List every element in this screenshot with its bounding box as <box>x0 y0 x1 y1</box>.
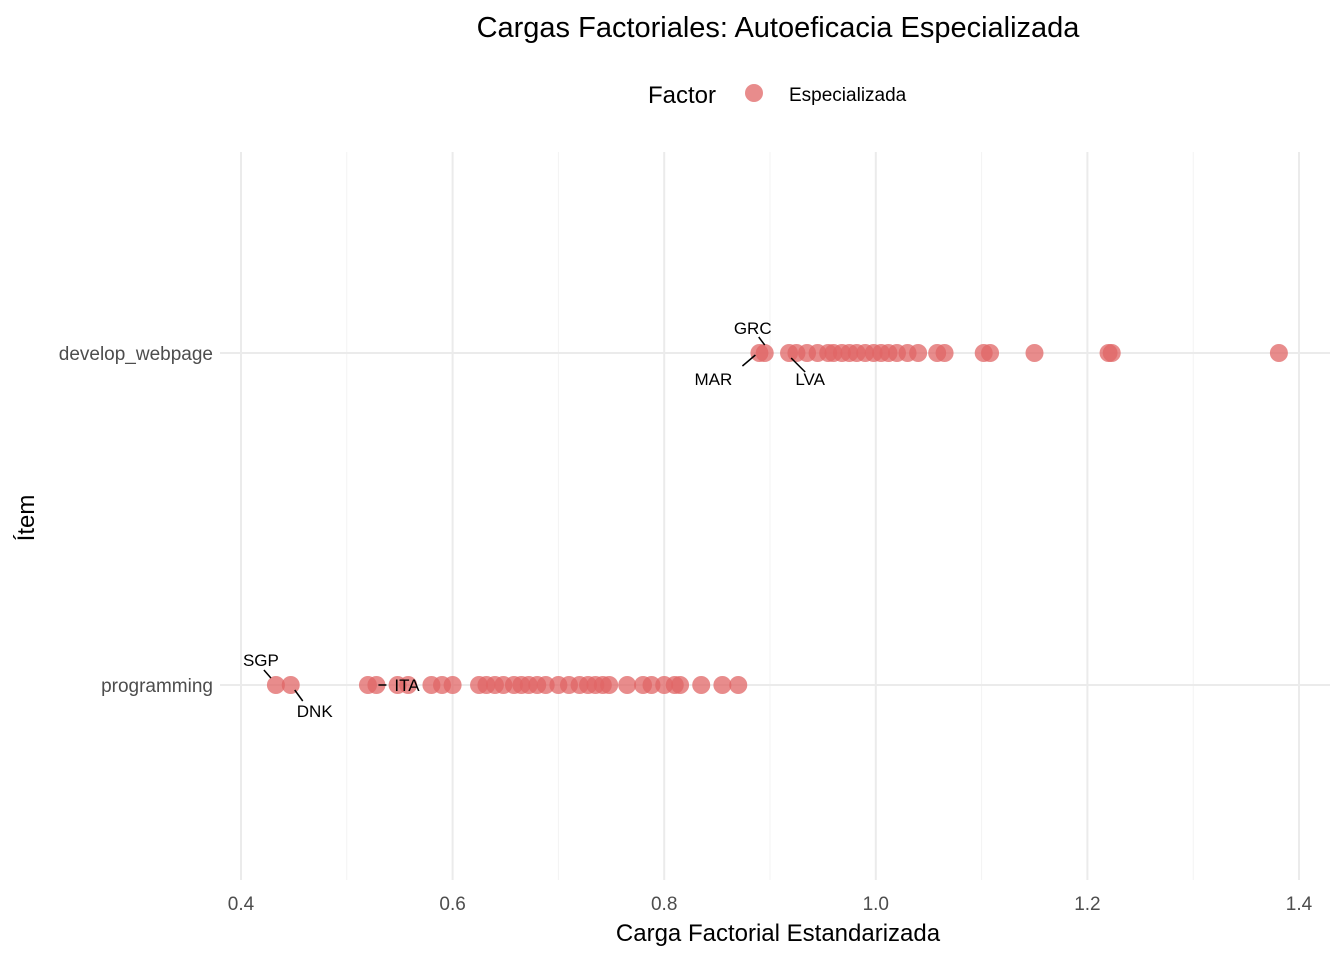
data-point <box>729 676 748 694</box>
data-point <box>642 676 661 694</box>
legend-key-especializada <box>745 84 763 102</box>
x-tick-label: 0.6 <box>439 894 465 915</box>
data-point <box>367 676 386 694</box>
x-tick-label: 0.8 <box>651 894 677 915</box>
annotation-label: LVA <box>795 370 825 389</box>
y-tick-label: programming <box>101 676 213 697</box>
x-tick-label: 1.0 <box>863 894 889 915</box>
grid <box>220 152 1330 880</box>
data-point <box>1025 344 1044 362</box>
x-axis-title: Carga Factorial Estandarizada <box>616 920 941 947</box>
data-points <box>266 344 1288 694</box>
chart-title: Cargas Factoriales: Autoeficacia Especia… <box>477 12 1081 44</box>
data-point <box>713 676 732 694</box>
x-tick-label: 1.2 <box>1074 894 1100 915</box>
annotation-leader-line <box>741 354 756 367</box>
data-point <box>443 676 462 694</box>
annotation-leader-line <box>758 336 766 346</box>
data-point <box>1269 344 1288 362</box>
legend-title: Factor <box>648 82 716 109</box>
data-point <box>909 344 928 362</box>
data-point <box>981 344 1000 362</box>
data-point <box>600 676 619 694</box>
data-point <box>618 676 637 694</box>
annotation-leader-line <box>294 689 304 702</box>
y-axis-ticks: develop_webpage programming <box>59 344 213 697</box>
annotation-label: ITA <box>394 676 420 695</box>
data-point <box>692 676 711 694</box>
annotation-leader-line <box>790 357 806 373</box>
annotation-label: SGP <box>243 651 279 670</box>
data-point <box>1102 344 1121 362</box>
data-point <box>935 344 954 362</box>
data-point <box>671 676 690 694</box>
data-point <box>281 676 300 694</box>
legend: Factor Especializada <box>648 82 907 109</box>
data-point <box>755 344 774 362</box>
annotations: GRC MAR LVA SGP DNK ITA <box>243 319 826 721</box>
annotation-leader-line <box>263 669 272 679</box>
annotation-label: MAR <box>695 370 733 389</box>
annotation-label: DNK <box>297 702 334 721</box>
x-tick-label: 0.4 <box>228 894 255 915</box>
data-point <box>266 676 285 694</box>
annotation-label: GRC <box>734 319 772 338</box>
y-tick-label: develop_webpage <box>59 344 213 365</box>
legend-label-especializada: Especializada <box>789 85 907 106</box>
data-point <box>399 676 418 694</box>
data-point <box>536 676 555 694</box>
x-axis-ticks: 0.4 0.6 0.8 1.0 1.2 1.4 <box>228 894 1313 915</box>
x-tick-label: 1.4 <box>1286 894 1313 915</box>
y-axis-title: Ítem <box>13 495 40 542</box>
